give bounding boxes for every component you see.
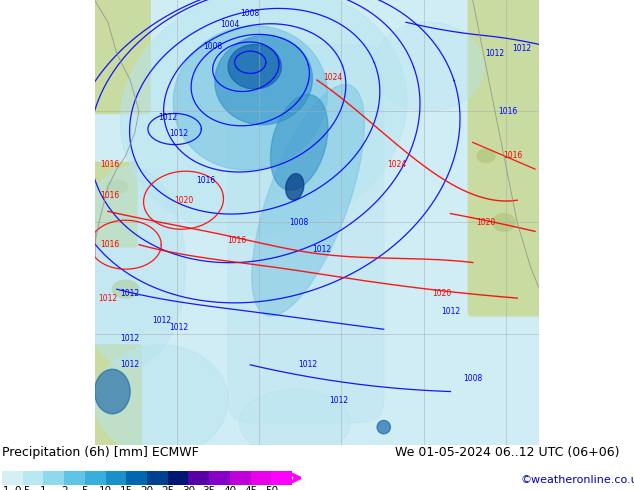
Ellipse shape: [112, 280, 139, 298]
Ellipse shape: [215, 35, 313, 125]
Text: 1016: 1016: [100, 160, 120, 169]
Ellipse shape: [75, 167, 186, 367]
Text: 25: 25: [161, 486, 174, 490]
Bar: [23, 471, 43, 485]
Text: 1008: 1008: [203, 42, 222, 51]
Text: 10: 10: [99, 486, 112, 490]
Bar: [126, 471, 147, 485]
Text: 1024: 1024: [387, 160, 406, 169]
Text: We 01-05-2024 06..12 UTC (06+06): We 01-05-2024 06..12 UTC (06+06): [395, 446, 619, 459]
Text: 1004: 1004: [221, 20, 240, 29]
Text: 20: 20: [141, 486, 153, 490]
Bar: [168, 471, 188, 485]
Bar: [2, 471, 23, 485]
Text: 35: 35: [202, 486, 216, 490]
Text: 0.5: 0.5: [15, 486, 31, 490]
Text: 1012: 1012: [512, 45, 531, 53]
FancyBboxPatch shape: [93, 0, 150, 114]
Text: 50: 50: [265, 486, 278, 490]
Text: 40: 40: [223, 486, 236, 490]
Ellipse shape: [252, 84, 365, 316]
Text: 1020: 1020: [432, 289, 451, 298]
Text: 45: 45: [244, 486, 257, 490]
FancyBboxPatch shape: [469, 0, 544, 316]
Text: 1012: 1012: [330, 396, 349, 405]
Bar: [147, 471, 168, 485]
Text: 1016: 1016: [503, 151, 522, 160]
Bar: [64, 471, 85, 485]
Text: 1012: 1012: [169, 322, 189, 332]
Text: 1016: 1016: [100, 240, 120, 249]
Ellipse shape: [477, 149, 495, 162]
Text: 1016: 1016: [100, 191, 120, 200]
Text: 1024: 1024: [323, 74, 342, 82]
Bar: [106, 471, 126, 485]
Bar: [43, 471, 64, 485]
Text: 1012: 1012: [299, 360, 318, 369]
FancyBboxPatch shape: [93, 162, 137, 247]
Ellipse shape: [373, 22, 484, 111]
FancyBboxPatch shape: [93, 345, 141, 447]
Text: 1012: 1012: [98, 294, 117, 303]
Text: 1016: 1016: [499, 107, 518, 116]
Text: 15: 15: [120, 486, 133, 490]
Text: 1012: 1012: [120, 360, 139, 369]
Ellipse shape: [377, 420, 391, 434]
Text: 1012: 1012: [169, 129, 189, 138]
Text: 1008: 1008: [241, 9, 260, 18]
Text: 1008: 1008: [290, 218, 309, 227]
Ellipse shape: [94, 369, 130, 414]
Text: 1020: 1020: [476, 218, 496, 227]
Ellipse shape: [120, 0, 407, 235]
Ellipse shape: [286, 173, 304, 200]
Text: 2: 2: [61, 486, 67, 490]
FancyBboxPatch shape: [228, 45, 384, 423]
Text: 1016: 1016: [196, 176, 216, 185]
Text: ©weatheronline.co.uk: ©weatheronline.co.uk: [520, 475, 634, 485]
Bar: [188, 471, 209, 485]
Bar: [85, 471, 106, 485]
Text: 0.1: 0.1: [0, 486, 10, 490]
Ellipse shape: [106, 180, 128, 194]
Ellipse shape: [173, 26, 327, 170]
Text: Precipitation (6h) [mm] ECMWF: Precipitation (6h) [mm] ECMWF: [2, 446, 198, 459]
Text: 1: 1: [40, 486, 47, 490]
Bar: [250, 471, 271, 485]
Text: 1012: 1012: [120, 289, 139, 298]
Bar: [230, 471, 250, 485]
Text: 1012: 1012: [158, 113, 178, 122]
Text: 1012: 1012: [152, 316, 171, 325]
Text: 1012: 1012: [312, 245, 331, 254]
Text: 30: 30: [182, 486, 195, 490]
Ellipse shape: [271, 95, 328, 190]
Text: 1008: 1008: [463, 374, 482, 383]
Text: 1012: 1012: [486, 49, 505, 58]
Bar: [271, 471, 292, 485]
Ellipse shape: [228, 45, 281, 89]
Ellipse shape: [94, 345, 228, 456]
Text: 5: 5: [82, 486, 88, 490]
Text: 1016: 1016: [228, 236, 247, 245]
Bar: [209, 471, 230, 485]
Ellipse shape: [493, 214, 515, 231]
Text: 1020: 1020: [174, 196, 193, 205]
Ellipse shape: [239, 389, 351, 456]
Text: 1012: 1012: [441, 307, 460, 316]
Text: 1012: 1012: [120, 334, 139, 343]
